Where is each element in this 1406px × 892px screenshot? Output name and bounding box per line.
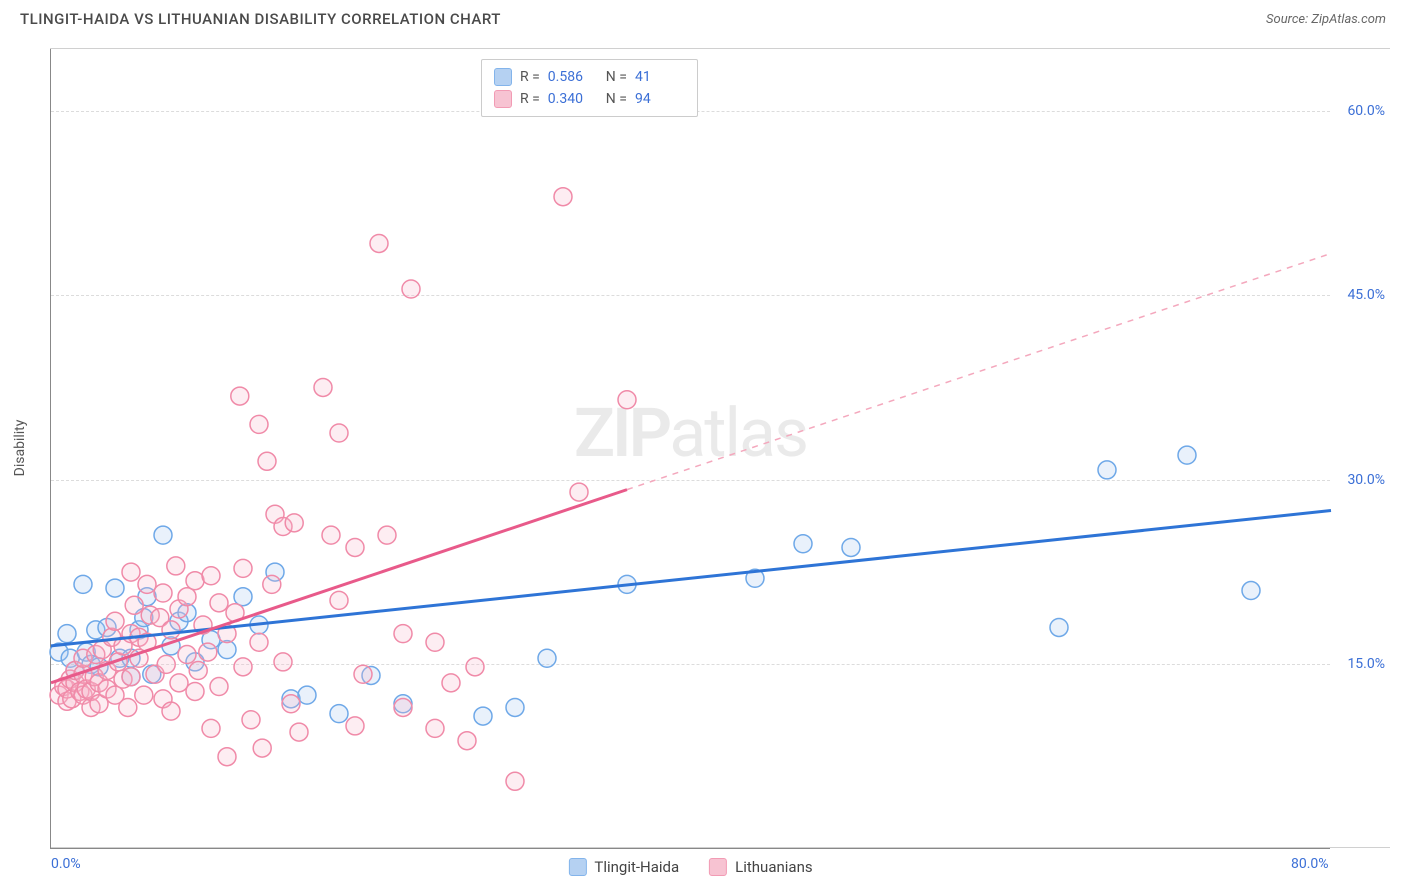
y-tick-label: 30.0% xyxy=(1347,472,1385,488)
data-point xyxy=(170,674,188,692)
correlation-legend: R = 0.586 N = 41 R = 0.340 N = 94 xyxy=(481,59,698,117)
data-point xyxy=(842,538,860,556)
data-point xyxy=(122,563,140,581)
swatch-series-1 xyxy=(494,68,512,86)
series-legend: Tlingit-Haida Lithuanians xyxy=(568,858,812,876)
chart-container: Disability ZIPatlas 15.0%30.0%45.0%60.0%… xyxy=(50,48,1390,848)
data-point xyxy=(538,649,556,667)
data-point xyxy=(186,572,204,590)
data-point xyxy=(285,514,303,532)
plot-area: ZIPatlas 15.0%30.0%45.0%60.0% R = 0.586 … xyxy=(50,49,1330,849)
data-point xyxy=(234,658,252,676)
data-point xyxy=(202,719,220,737)
data-point xyxy=(442,674,460,692)
data-point xyxy=(218,748,236,766)
data-point xyxy=(506,772,524,790)
data-point xyxy=(189,662,207,680)
y-axis-label: Disability xyxy=(12,420,28,477)
x-tick-label: 0.0% xyxy=(51,856,81,872)
data-point xyxy=(426,633,444,651)
data-point xyxy=(346,538,364,556)
data-point xyxy=(263,575,281,593)
data-point xyxy=(162,702,180,720)
data-point xyxy=(330,705,348,723)
data-point xyxy=(370,234,388,252)
data-point xyxy=(250,633,268,651)
data-point xyxy=(330,591,348,609)
data-point xyxy=(330,424,348,442)
data-point xyxy=(157,655,175,673)
data-point xyxy=(570,483,588,501)
data-point xyxy=(322,526,340,544)
data-point xyxy=(58,625,76,643)
data-point xyxy=(74,575,92,593)
data-point xyxy=(282,695,300,713)
data-point xyxy=(394,698,412,716)
data-point xyxy=(1242,582,1260,600)
swatch-series-2 xyxy=(494,90,512,108)
y-tick-label: 15.0% xyxy=(1347,656,1385,672)
legend-row-series-1: R = 0.586 N = 41 xyxy=(494,66,685,88)
data-point xyxy=(1178,446,1196,464)
data-point xyxy=(135,686,153,704)
trend-line xyxy=(51,511,1331,646)
data-point xyxy=(258,452,276,470)
data-point xyxy=(162,621,180,639)
data-point xyxy=(242,711,260,729)
data-point xyxy=(290,723,308,741)
legend-item-series-1: Tlingit-Haida xyxy=(568,858,679,876)
legend-item-series-2: Lithuanians xyxy=(709,858,812,876)
data-point xyxy=(210,594,228,612)
data-point xyxy=(154,526,172,544)
data-point xyxy=(394,625,412,643)
data-point xyxy=(378,526,396,544)
data-point xyxy=(618,391,636,409)
data-point xyxy=(506,698,524,716)
data-point xyxy=(138,575,156,593)
data-point xyxy=(253,739,271,757)
scatter-svg xyxy=(51,49,1331,849)
data-point xyxy=(199,643,217,661)
data-point xyxy=(1098,461,1116,479)
data-point xyxy=(122,668,140,686)
data-point xyxy=(178,646,196,664)
y-tick-label: 45.0% xyxy=(1347,287,1385,303)
chart-title: TLINGIT-HAIDA VS LITHUANIAN DISABILITY C… xyxy=(20,10,501,28)
data-point xyxy=(354,665,372,683)
data-point xyxy=(234,559,252,577)
data-point xyxy=(106,579,124,597)
data-point xyxy=(298,686,316,704)
data-point xyxy=(314,378,332,396)
y-tick-label: 60.0% xyxy=(1347,103,1385,119)
data-point xyxy=(178,588,196,606)
data-point xyxy=(346,717,364,735)
data-point xyxy=(274,653,292,671)
data-point xyxy=(794,535,812,553)
data-point xyxy=(458,732,476,750)
data-point xyxy=(106,612,124,630)
data-point xyxy=(426,719,444,737)
trend-line-extension xyxy=(627,253,1331,489)
data-point xyxy=(466,658,484,676)
data-point xyxy=(202,567,220,585)
data-point xyxy=(231,387,249,405)
data-point xyxy=(234,588,252,606)
x-tick-label: 80.0% xyxy=(1291,856,1329,872)
swatch-series-2-bottom xyxy=(709,858,727,876)
source-attribution: Source: ZipAtlas.com xyxy=(1266,12,1386,27)
data-point xyxy=(125,596,143,614)
legend-row-series-2: R = 0.340 N = 94 xyxy=(494,88,685,110)
data-point xyxy=(250,415,268,433)
data-point xyxy=(186,682,204,700)
data-point xyxy=(119,698,137,716)
data-point xyxy=(210,678,228,696)
data-point xyxy=(1050,618,1068,636)
data-point xyxy=(154,584,172,602)
data-point xyxy=(402,280,420,298)
data-point xyxy=(167,557,185,575)
data-point xyxy=(554,188,572,206)
swatch-series-1-bottom xyxy=(568,858,586,876)
data-point xyxy=(474,707,492,725)
